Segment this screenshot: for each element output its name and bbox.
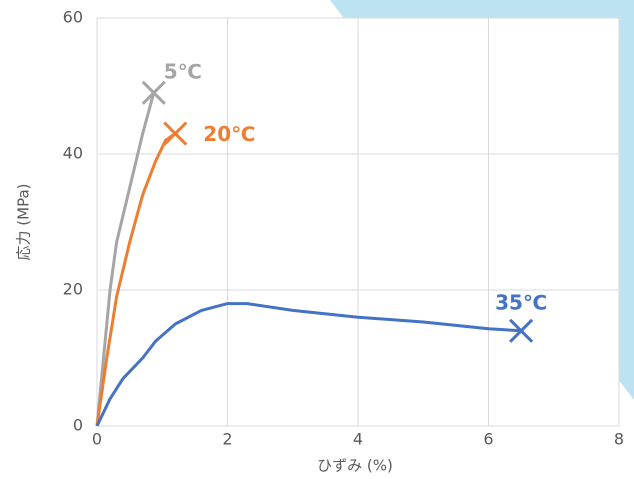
x-tick-label: 8 <box>614 430 624 449</box>
y-tick-label: 20 <box>63 280 83 299</box>
chart: ひずみ (%) 応力 (MPa) 0 20 40 60 0 2 4 6 8 5℃ 20℃ 35℃ <box>0 0 634 479</box>
x-tick-label: 2 <box>222 430 232 449</box>
x-tick-label: 6 <box>483 430 493 449</box>
x-tick-label: 0 <box>92 430 102 449</box>
series-label: 35℃ <box>495 290 547 314</box>
x-axis-label: ひずみ (%) <box>317 457 393 475</box>
y-axis-label: 応力 (MPa) <box>15 184 33 261</box>
x-tick-label: 4 <box>353 430 363 449</box>
y-tick-label: 60 <box>63 8 83 27</box>
series-label: 20℃ <box>203 122 255 146</box>
y-tick-label: 0 <box>73 416 83 435</box>
series-label: 5℃ <box>164 59 202 83</box>
y-tick-label: 40 <box>63 144 83 163</box>
